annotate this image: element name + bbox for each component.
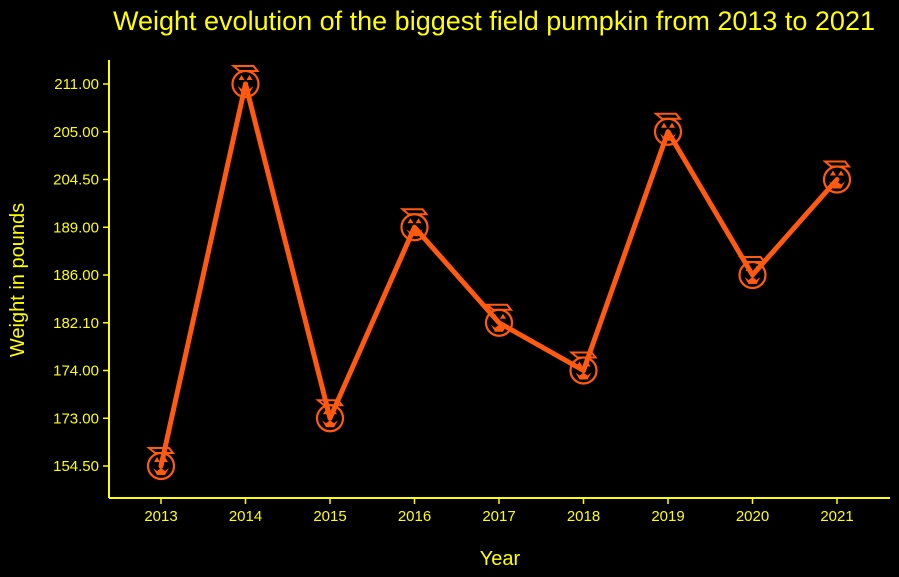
chart-title: Weight evolution of the biggest field pu… <box>113 6 875 36</box>
x-tick-label: 2013 <box>144 508 177 525</box>
y-tick-label: 186.00 <box>53 267 99 284</box>
y-tick-label: 205.00 <box>53 124 99 141</box>
y-tick-label: 173.00 <box>53 410 99 427</box>
y-tick-label: 182.10 <box>53 315 99 332</box>
pumpkin-stem <box>568 351 598 359</box>
pumpkin-stem <box>822 160 852 168</box>
pumpkin-stem <box>146 447 176 454</box>
x-tick-label: 2020 <box>736 508 769 525</box>
pumpkin-icon <box>822 160 852 194</box>
pumpkin-stem <box>315 399 345 407</box>
y-tick-label: 211.00 <box>54 76 99 93</box>
pumpkin-icon <box>653 112 683 146</box>
series-line-segment <box>750 177 840 278</box>
pumpkin-stem <box>484 303 514 311</box>
y-tick-label: 189.00 <box>53 219 99 236</box>
pumpkin-marker-group <box>146 65 852 481</box>
pumpkin-icon <box>568 351 598 385</box>
series-line-segment <box>327 224 417 421</box>
y-tick-label: 204.50 <box>53 172 99 189</box>
series-line-segment <box>412 224 502 326</box>
pumpkin-stem <box>230 65 260 72</box>
pumpkin-mouth <box>153 468 169 475</box>
pumpkin-eye <box>323 409 329 415</box>
pumpkin-icon <box>230 65 260 99</box>
pumpkin-mouth <box>575 372 592 380</box>
series-line-group <box>158 81 840 469</box>
pumpkin-mouth <box>829 181 845 189</box>
pumpkin-icon <box>146 447 176 481</box>
pumpkin-eye <box>246 75 253 80</box>
x-tick-label: 2017 <box>482 508 515 525</box>
pumpkin-eye <box>331 409 337 415</box>
pumpkin-eye <box>500 313 506 319</box>
pumpkin-icon <box>737 256 767 290</box>
x-tick-label: 2014 <box>229 508 262 525</box>
pumpkin-eye <box>576 361 583 367</box>
y-tick-group: 154.50 173.00 174.00 182.10 186.00 189.00 204.… <box>53 76 109 475</box>
pumpkin-stem <box>399 208 429 216</box>
x-tick-label: 2018 <box>567 508 600 525</box>
pumpkin-eye <box>669 122 675 128</box>
pumpkin-eye <box>162 457 168 462</box>
pumpkin-eye <box>238 75 245 80</box>
series-line-segment <box>581 129 671 373</box>
series-line-segment <box>665 129 755 278</box>
x-tick-label: 2019 <box>651 508 684 525</box>
pumpkin-eye <box>661 122 667 128</box>
pumpkin-eye <box>415 218 422 224</box>
pumpkin-icon <box>315 399 345 433</box>
pumpkin-mouth <box>237 86 254 93</box>
pumpkin-mouth <box>744 277 761 284</box>
series-line-segment <box>243 81 333 421</box>
series-line-segment <box>496 320 586 373</box>
pumpkin-eye <box>407 218 414 224</box>
pumpkin-eye <box>492 313 498 319</box>
y-axis-label: Weight in pounds <box>7 203 29 357</box>
pumpkin-eye <box>838 170 844 176</box>
pumpkin-eye <box>745 266 752 271</box>
pumpkin-icon <box>484 303 514 337</box>
pumpkin-eye <box>584 361 591 367</box>
pumpkin-mouth <box>491 324 507 332</box>
pumpkin-mouth <box>660 133 676 141</box>
y-tick-label: 174.00 <box>53 363 99 380</box>
x-tick-label: 2021 <box>820 508 853 525</box>
x-tick-group: 2013 2014 2015 2016 2017 2018 2019 2020 2021 <box>144 498 854 525</box>
x-tick-label: 2015 <box>313 508 346 525</box>
pumpkin-eye <box>830 170 836 176</box>
x-axis-label: Year <box>480 548 521 570</box>
pumpkin-mouth <box>406 229 423 237</box>
pumpkin-mouth <box>322 420 338 428</box>
series-line-segment <box>158 81 248 469</box>
pumpkin-stem <box>653 112 683 120</box>
x-tick-label: 2016 <box>398 508 431 525</box>
pumpkin-icon <box>399 208 429 242</box>
pumpkin-eye <box>753 266 760 271</box>
pumpkin-eye <box>154 457 160 462</box>
pumpkin-stem <box>737 256 767 263</box>
y-tick-label: 154.50 <box>53 458 99 475</box>
